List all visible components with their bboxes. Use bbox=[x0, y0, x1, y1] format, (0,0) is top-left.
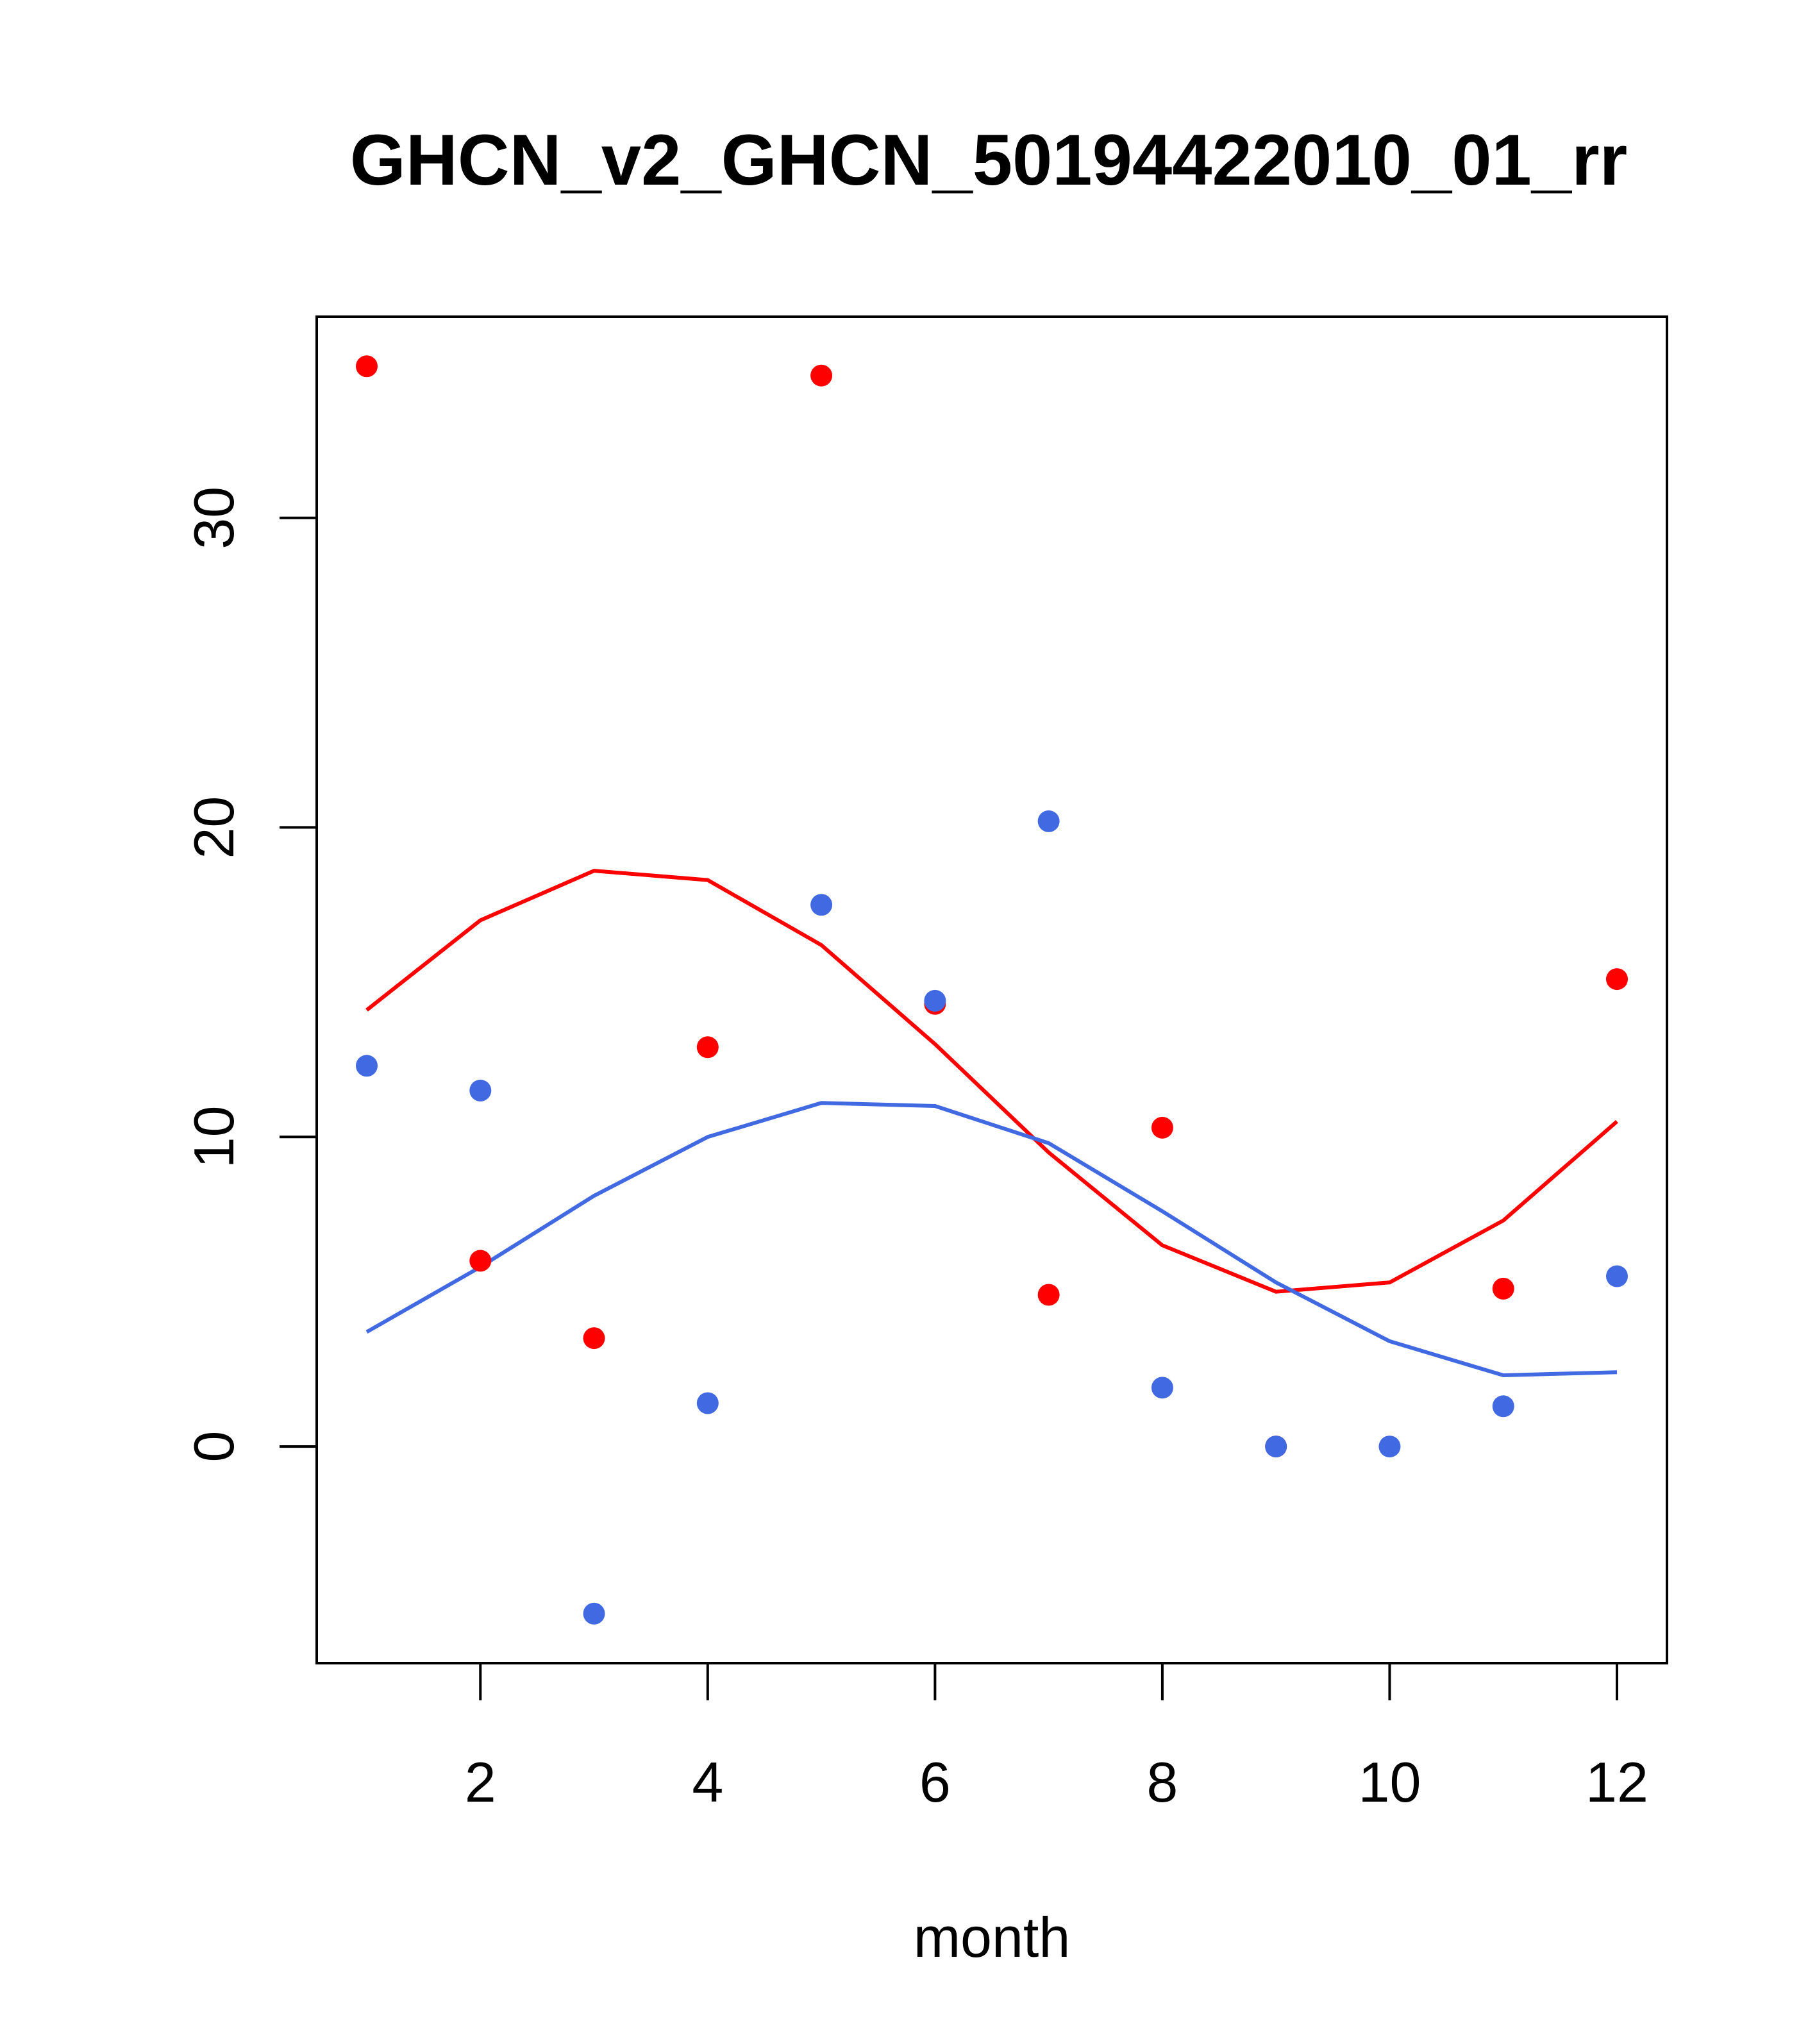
series-2-point bbox=[1151, 1377, 1173, 1399]
series-2-point bbox=[696, 1392, 719, 1414]
x-tick-label: 8 bbox=[1146, 1750, 1178, 1814]
x-tick-label: 10 bbox=[1359, 1750, 1421, 1814]
series-1-point bbox=[1606, 968, 1628, 991]
series-2-point bbox=[1265, 1436, 1287, 1458]
x-tick-label: 2 bbox=[465, 1750, 496, 1814]
series-2-point bbox=[1037, 810, 1060, 832]
series-1-point bbox=[1037, 1284, 1060, 1306]
y-tick-label: 0 bbox=[182, 1431, 246, 1462]
y-tick-label: 20 bbox=[182, 796, 246, 859]
series-1-point bbox=[469, 1250, 492, 1272]
series-2-point bbox=[583, 1602, 605, 1625]
x-tick-label: 12 bbox=[1586, 1750, 1648, 1814]
series-2-point bbox=[810, 894, 833, 916]
series-2-point bbox=[1492, 1395, 1514, 1418]
series-2-point bbox=[356, 1055, 378, 1077]
series-points bbox=[356, 355, 1628, 1625]
x-tick-label: 4 bbox=[692, 1750, 723, 1814]
chart-title: GHCN_v2_GHCN_50194422010_01_rr bbox=[350, 120, 1627, 200]
y-axis: 0 10 20 30 bbox=[182, 487, 317, 1462]
x-axis-label: month bbox=[914, 1906, 1071, 1969]
series-lines bbox=[365, 869, 1618, 1378]
series-1-point bbox=[810, 364, 833, 387]
series-1-point bbox=[1151, 1116, 1173, 1139]
y-tick-label: 10 bbox=[182, 1105, 246, 1168]
series-1-point bbox=[696, 1036, 719, 1059]
x-tick-label: 6 bbox=[919, 1750, 951, 1814]
y-tick-label: 30 bbox=[182, 487, 246, 549]
series-1-point bbox=[1492, 1277, 1514, 1300]
series-1-point bbox=[356, 355, 378, 378]
series-2-point bbox=[1606, 1265, 1628, 1287]
series-2-point bbox=[1378, 1436, 1401, 1458]
series-1-point bbox=[583, 1327, 605, 1350]
series-2-point bbox=[469, 1079, 492, 1102]
series-2-point bbox=[924, 989, 946, 1012]
series-1-line bbox=[365, 869, 1618, 1294]
series-2-line bbox=[365, 1101, 1618, 1378]
plot-area-frame bbox=[315, 315, 1668, 1664]
x-axis: 2 4 6 8 10 12 bbox=[465, 1663, 1648, 1814]
